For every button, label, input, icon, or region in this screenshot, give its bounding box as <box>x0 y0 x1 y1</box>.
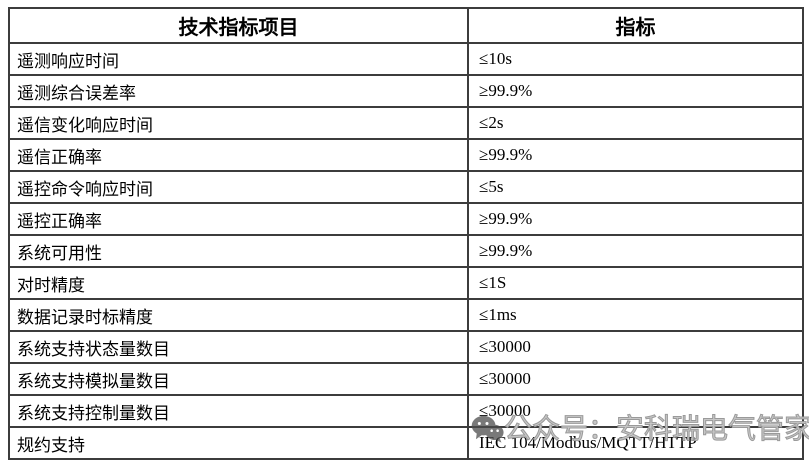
spec-value-cell: ≥99.9% <box>467 138 804 172</box>
spec-item-cell: 系统支持模拟量数目 <box>8 362 469 396</box>
spec-value-cell: ≤5s <box>467 170 804 204</box>
spec-value-cell: ≥99.9% <box>467 234 804 268</box>
table-row: 规约支持 IEC 104/Modbus/MQTT/HTTP <box>8 426 804 460</box>
technical-spec-table: 技术指标项目 指标 遥测响应时间 ≤10s 遥测综合误差率 ≥99.9% 遥信变… <box>8 7 804 460</box>
spec-item-cell: 对时精度 <box>8 266 469 300</box>
spec-item-cell: 遥控正确率 <box>8 202 469 236</box>
table-header-row: 技术指标项目 指标 <box>8 7 804 44</box>
spec-item-cell: 系统支持控制量数目 <box>8 394 469 428</box>
spec-item-cell: 遥测综合误差率 <box>8 74 469 108</box>
spec-item-cell: 遥测响应时间 <box>8 42 469 76</box>
spec-item-cell: 系统支持状态量数目 <box>8 330 469 364</box>
table-row: 遥信正确率 ≥99.9% <box>8 138 804 172</box>
spec-item-cell: 遥控命令响应时间 <box>8 170 469 204</box>
table-row: 系统支持控制量数目 ≤30000 <box>8 394 804 428</box>
column-header-value: 指标 <box>467 7 804 44</box>
spec-value-cell: ≤2s <box>467 106 804 140</box>
table-row: 系统支持模拟量数目 ≤30000 <box>8 362 804 396</box>
column-header-item: 技术指标项目 <box>8 7 469 44</box>
spec-item-cell: 遥信变化响应时间 <box>8 106 469 140</box>
table-row: 遥控命令响应时间 ≤5s <box>8 170 804 204</box>
spec-value-cell: ≤30000 <box>467 394 804 428</box>
spec-value-cell: ≤1ms <box>467 298 804 332</box>
spec-item-cell: 遥信正确率 <box>8 138 469 172</box>
spec-value-cell: ≤30000 <box>467 362 804 396</box>
spec-item-cell: 数据记录时标精度 <box>8 298 469 332</box>
spec-value-cell: ≥99.9% <box>467 74 804 108</box>
spec-value-cell: ≥99.9% <box>467 202 804 236</box>
spec-item-cell: 系统可用性 <box>8 234 469 268</box>
table-row: 系统可用性 ≥99.9% <box>8 234 804 268</box>
table-row: 对时精度 ≤1S <box>8 266 804 300</box>
table-row: 遥测响应时间 ≤10s <box>8 42 804 76</box>
table-row: 遥测综合误差率 ≥99.9% <box>8 74 804 108</box>
spec-value-cell: ≤10s <box>467 42 804 76</box>
spec-value-cell: ≤30000 <box>467 330 804 364</box>
table-row: 系统支持状态量数目 ≤30000 <box>8 330 804 364</box>
spec-item-cell: 规约支持 <box>8 426 469 460</box>
spec-value-cell: ≤1S <box>467 266 804 300</box>
table-row: 数据记录时标精度 ≤1ms <box>8 298 804 332</box>
spec-value-cell: IEC 104/Modbus/MQTT/HTTP <box>467 426 804 460</box>
table-row: 遥信变化响应时间 ≤2s <box>8 106 804 140</box>
table-row: 遥控正确率 ≥99.9% <box>8 202 804 236</box>
